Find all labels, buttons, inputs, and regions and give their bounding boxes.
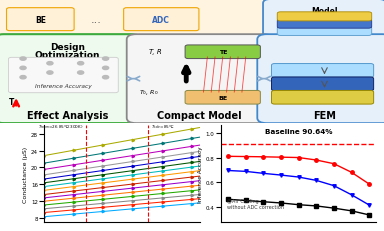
Circle shape (103, 67, 109, 70)
FancyBboxPatch shape (185, 91, 260, 105)
Text: Model: Model (311, 7, 338, 16)
Text: parameters: parameters (300, 15, 349, 24)
Circle shape (103, 76, 109, 79)
Text: $T_{room}$=26.85℃(300K): $T_{room}$=26.85℃(300K) (38, 123, 83, 131)
Text: T, R: T, R (149, 49, 162, 55)
Text: FEM: FEM (313, 111, 336, 121)
Circle shape (47, 72, 53, 75)
Text: ADC: ADC (152, 16, 170, 25)
Text: $T_0$, $R_0$: $T_0$, $R_0$ (139, 87, 159, 96)
FancyBboxPatch shape (263, 0, 384, 40)
FancyBboxPatch shape (124, 9, 199, 31)
Text: ...: ... (91, 15, 101, 25)
FancyBboxPatch shape (277, 13, 372, 22)
FancyBboxPatch shape (277, 20, 372, 29)
Text: BE: BE (218, 95, 227, 100)
Text: Effect Analysis: Effect Analysis (26, 111, 108, 121)
FancyBboxPatch shape (277, 27, 372, 36)
Circle shape (78, 62, 84, 66)
FancyBboxPatch shape (0, 0, 384, 41)
Text: Baseline 90.64%: Baseline 90.64% (265, 129, 332, 135)
Y-axis label: Inference Accuracy: Inference Accuracy (198, 146, 203, 202)
Circle shape (78, 72, 84, 75)
Text: T: T (9, 97, 14, 106)
FancyBboxPatch shape (7, 9, 74, 31)
Text: BE: BE (35, 16, 46, 25)
Circle shape (103, 58, 109, 61)
Circle shape (20, 67, 26, 70)
Y-axis label: Conductance (μS): Conductance (μS) (23, 146, 28, 202)
Text: TE: TE (218, 50, 227, 55)
Circle shape (47, 62, 53, 66)
Text: @Air Cooling
without ADC correction: @Air Cooling without ADC correction (227, 198, 284, 209)
Circle shape (20, 58, 26, 61)
FancyBboxPatch shape (271, 78, 374, 91)
FancyBboxPatch shape (127, 35, 273, 124)
FancyBboxPatch shape (185, 46, 260, 59)
FancyBboxPatch shape (8, 58, 118, 93)
FancyBboxPatch shape (271, 64, 374, 78)
Text: Design: Design (50, 43, 85, 52)
Circle shape (20, 76, 26, 79)
FancyBboxPatch shape (257, 35, 384, 124)
Text: Optimization: Optimization (35, 51, 100, 60)
Text: Compact Model: Compact Model (157, 111, 242, 121)
FancyBboxPatch shape (271, 91, 374, 105)
Text: Inference Accuracy: Inference Accuracy (35, 84, 92, 88)
FancyBboxPatch shape (0, 35, 140, 124)
Text: $T_{safe}$=85℃: $T_{safe}$=85℃ (151, 123, 175, 131)
